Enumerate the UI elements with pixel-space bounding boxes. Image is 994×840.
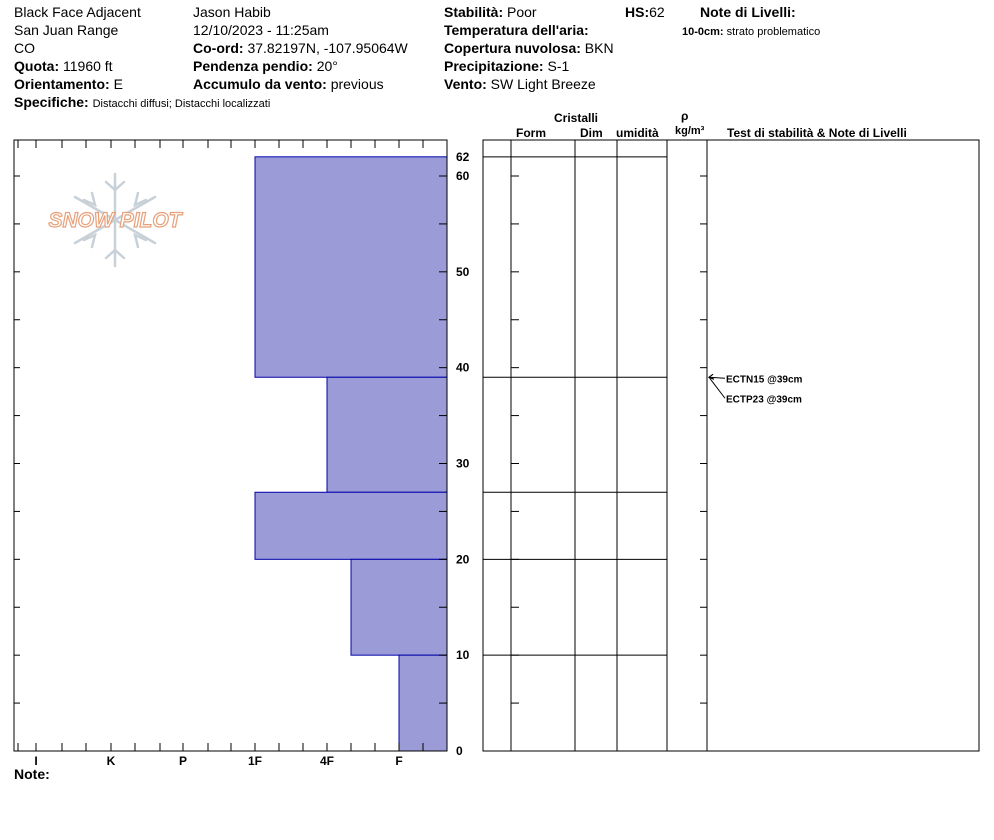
precip-label: Precipitazione: bbox=[444, 58, 544, 74]
hardness-label: K bbox=[107, 754, 116, 768]
layer-notes-label: Note di Livelli: bbox=[700, 4, 796, 20]
notes-label: Note: bbox=[14, 766, 50, 782]
elevation-value: 11960 ft bbox=[63, 58, 113, 74]
stability: Stabilità: Poor bbox=[444, 4, 537, 21]
layer-note-depth: 10-0cm: bbox=[682, 26, 724, 38]
aspect-value: E bbox=[113, 76, 123, 92]
hardness-bar bbox=[350, 558, 448, 656]
precip-value: S-1 bbox=[547, 58, 570, 74]
coord-label: Co-ord: bbox=[193, 40, 244, 56]
logo-text: SNOW PILOT bbox=[49, 209, 184, 232]
hardness-bar bbox=[254, 156, 448, 378]
air-temperature: Temperatura dell'aria: bbox=[444, 22, 589, 39]
depth-label: 20 bbox=[456, 552, 470, 566]
wind-loading: Accumulo da vento: previous bbox=[193, 76, 384, 93]
observer-name: Jason Habib bbox=[193, 4, 271, 20]
test-arrow bbox=[708, 376, 726, 379]
tests-header: Test di stabilità & Note di Livelli bbox=[727, 126, 907, 140]
wind: Vento: SW Light Breeze bbox=[444, 76, 596, 93]
slope-value: 20° bbox=[316, 58, 338, 74]
depth-label: 60 bbox=[456, 169, 470, 183]
moisture-header: umidità bbox=[616, 126, 659, 140]
hardness-label: 4F bbox=[320, 754, 334, 768]
hardness-label: F bbox=[395, 754, 402, 768]
coordinates: Co-ord: 37.82197N, -107.95064W bbox=[193, 40, 408, 57]
size-header: Dim bbox=[580, 126, 603, 140]
state-name: CO bbox=[14, 40, 35, 56]
specifics: Specifiche: Distacchi diffusi; Distacchi… bbox=[14, 94, 270, 113]
density-symbol: ρ bbox=[681, 109, 689, 123]
precipitation: Precipitazione: S-1 bbox=[444, 58, 569, 75]
air-temp-label: Temperatura dell'aria: bbox=[444, 22, 589, 38]
test-arrow bbox=[708, 376, 726, 399]
form-header: Form bbox=[516, 126, 546, 140]
layer-note-text: strato problematico bbox=[726, 26, 821, 38]
elevation: Quota: 11960 ft bbox=[14, 58, 113, 75]
slope-label: Pendenza pendio: bbox=[193, 58, 313, 74]
layer-note: 10-0cm: strato problematico bbox=[682, 24, 820, 41]
observation-datetime: 12/10/2023 - 11:25am bbox=[193, 22, 329, 38]
crystals-header: Cristalli bbox=[554, 111, 599, 125]
wind-label: Vento: bbox=[444, 76, 487, 92]
density-unit: kg/m³ bbox=[675, 125, 705, 137]
stability-test-label: ECTN15 @39cm bbox=[726, 374, 803, 385]
depth-label: 0 bbox=[456, 744, 463, 758]
depth-label: 62 bbox=[456, 150, 470, 164]
aspect: Orientamento: E bbox=[14, 76, 123, 93]
hardness-label: I bbox=[34, 754, 37, 768]
cloud-label: Copertura nuvolosa: bbox=[444, 40, 581, 56]
hs-value: 62 bbox=[649, 4, 665, 20]
test-arrow-head bbox=[707, 373, 715, 380]
hardness-label: P bbox=[179, 754, 187, 768]
stability-test-label: ECTP23 @39cm bbox=[726, 394, 802, 405]
wind-loading-value: previous bbox=[330, 76, 384, 92]
hs-label: HS: bbox=[625, 4, 650, 20]
cloud-value: BKN bbox=[584, 40, 614, 56]
stability-label: Stabilità: bbox=[444, 4, 504, 20]
depth-label: 30 bbox=[456, 457, 470, 471]
wind-loading-label: Accumulo da vento: bbox=[193, 76, 327, 92]
coord-value: 37.82197N, -107.95064W bbox=[247, 40, 408, 56]
wind-value: SW Light Breeze bbox=[490, 76, 596, 92]
snowpilot-logo: SNOW PILOT bbox=[48, 172, 184, 268]
range-name: San Juan Range bbox=[14, 22, 119, 38]
depth-label: 10 bbox=[456, 648, 470, 662]
cloud-cover: Copertura nuvolosa: BKN bbox=[444, 40, 614, 57]
slope-angle: Pendenza pendio: 20° bbox=[193, 58, 338, 75]
hardness-bar bbox=[254, 491, 448, 560]
depth-label: 40 bbox=[456, 361, 470, 375]
stability-value: Poor bbox=[507, 4, 537, 20]
specifics-label: Specifiche: bbox=[14, 94, 89, 110]
aspect-label: Orientamento: bbox=[14, 76, 110, 92]
depth-label: 50 bbox=[456, 265, 470, 279]
snow-height: HS:62 bbox=[625, 4, 665, 21]
hardness-bar bbox=[326, 376, 448, 493]
specifics-value: Distacchi diffusi; Distacchi localizzati bbox=[92, 98, 271, 110]
layer-table-frame bbox=[482, 139, 980, 752]
hardness-label: 1F bbox=[248, 754, 262, 768]
location-name: Black Face Adjacent bbox=[14, 4, 141, 20]
elevation-label: Quota: bbox=[14, 58, 60, 74]
